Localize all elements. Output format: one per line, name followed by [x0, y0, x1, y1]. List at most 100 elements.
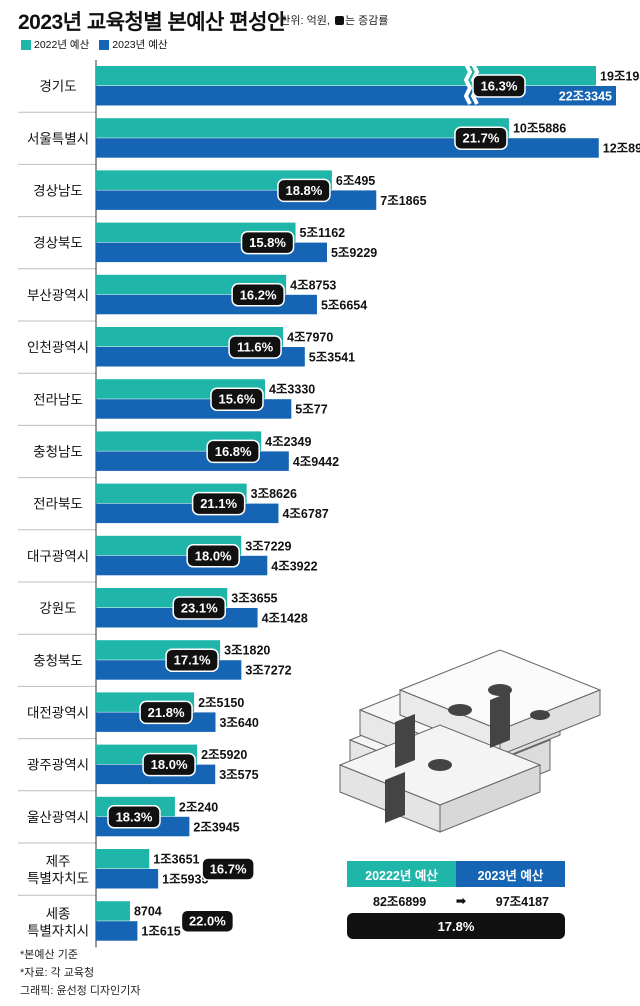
category-label: 강원도	[39, 601, 76, 616]
growth-rate-label: 16.7%	[210, 862, 247, 877]
value-label-2022: 2조240	[179, 800, 218, 814]
value-label-2023: 22조3345	[559, 90, 612, 104]
bar-2023	[96, 869, 159, 889]
value-label-2022: 3조1820	[224, 644, 270, 658]
value-label-2022: 6조495	[336, 174, 375, 188]
value-label-2023: 1조615	[141, 925, 180, 939]
growth-rate-label: 21.1%	[200, 496, 237, 511]
bar-2023	[96, 190, 377, 210]
growth-badge	[180, 909, 235, 933]
growth-badge	[186, 544, 240, 568]
legend-label-2022: 2022년 예산	[34, 39, 90, 51]
growth-rate-label: 22.0%	[189, 914, 226, 929]
growth-badge	[206, 439, 260, 464]
value-label-2023: 1조5935	[162, 873, 208, 887]
summary-values: 82조6899 ➡ 97조4187	[347, 887, 565, 913]
value-label-2022: 3조7229	[245, 539, 291, 553]
summary-rate: 17.8%	[347, 913, 565, 939]
footnote-source: *자료: 각 교육청	[20, 967, 95, 979]
legend-swatch-2022	[21, 39, 31, 50]
growth-badge	[228, 335, 282, 359]
growth-badge	[107, 805, 161, 829]
category-label: 경상남도	[33, 184, 83, 199]
category-label: 세종 특별자치시	[27, 906, 89, 938]
summary-label-2023: 2023년 예산	[456, 861, 565, 887]
legend-swatch-2023	[99, 39, 110, 50]
category-label: 경상북도	[33, 236, 83, 251]
category-label: 울산광역시	[27, 810, 89, 825]
summary-value-2023: 97조4187	[495, 894, 549, 909]
growth-badge	[472, 74, 526, 98]
value-label-2023: 7조1865	[380, 194, 426, 208]
growth-rate-label: 18.0%	[195, 548, 232, 563]
value-label-2022: 2조5920	[201, 748, 247, 762]
value-label-2023: 12조8915	[603, 142, 640, 156]
value-label-2023: 3조640	[219, 716, 258, 730]
arrow-icon: ➡	[455, 893, 467, 908]
unit-suffix: 는 증감률	[345, 15, 389, 27]
growth-badge	[201, 857, 255, 881]
category-label: 충청북도	[33, 653, 83, 668]
legend-label-2023: 2023년 예산	[112, 39, 168, 51]
value-label-2023: 4조3922	[271, 559, 317, 573]
growth-badge	[454, 126, 508, 150]
value-label-2022: 5조1162	[300, 226, 346, 240]
growth-rate-label: 15.8%	[249, 235, 286, 250]
growth-rate-label: 21.7%	[463, 131, 500, 146]
value-label-2022: 3조8626	[251, 487, 297, 501]
chart-title: 2023년 교육청별 본예산 편성안	[18, 11, 286, 34]
growth-badge	[139, 700, 193, 725]
value-label-2022: 19조1959	[600, 70, 640, 84]
growth-badge	[165, 648, 219, 672]
growth-badge	[240, 230, 295, 255]
value-label-2023: 5조77	[295, 403, 327, 417]
growth-rate-label: 11.6%	[237, 340, 274, 355]
value-label-2022: 10조5886	[513, 122, 566, 136]
value-label-2023: 4조9442	[293, 455, 339, 469]
legend: 2022년 예산 2023년 예산	[18, 36, 171, 53]
bar-2022	[96, 118, 509, 138]
category-label: 경기도	[39, 79, 76, 94]
value-label-2023: 5조9229	[331, 246, 377, 260]
bar-2023	[96, 86, 616, 106]
value-label-2022: 3조3655	[231, 592, 277, 606]
growth-rate-label: 18.3%	[116, 809, 153, 824]
unit-note: *단위: 억원, 는 증감률	[276, 12, 389, 28]
value-label-2023: 5조6654	[321, 298, 367, 312]
category-label: 대구광역시	[27, 549, 89, 564]
bar-2023	[96, 555, 268, 576]
value-label-2023: 2조3945	[193, 820, 239, 834]
growth-rate-label: 18.0%	[151, 757, 188, 772]
value-label-2023: 3조575	[219, 768, 258, 782]
summary-header: 20222년 예산 2023년 예산	[347, 861, 565, 887]
value-label-2023: 5조3541	[309, 351, 355, 365]
footnotes: *본예산 기준 *자료: 각 교육청 그래픽: 윤선정 디자인기자	[20, 946, 141, 1000]
growth-badge	[277, 178, 331, 203]
growth-rate-label: 17.1%	[174, 653, 211, 668]
category-label: 인천광역시	[27, 340, 89, 355]
growth-badge	[210, 387, 264, 411]
growth-rate-label: 16.3%	[481, 79, 518, 94]
category-label: 제주 특별자치도	[27, 854, 89, 886]
bar-2023	[96, 503, 279, 524]
footnote-credit: 그래픽: 윤선정 디자인기자	[20, 985, 141, 997]
legend-item-2022: 2022년 예산	[18, 36, 92, 53]
bar-2022	[96, 849, 150, 869]
summary-value-2022: 82조6899	[373, 894, 427, 909]
money-illustration	[338, 649, 602, 833]
value-label-2022: 4조3330	[269, 383, 315, 397]
category-label: 전라남도	[33, 392, 83, 407]
growth-rate-label: 23.1%	[181, 601, 218, 616]
category-label: 부산광역시	[27, 288, 89, 303]
unit-prefix: *단위: 억원,	[276, 15, 330, 27]
bar-2022	[96, 170, 332, 190]
legend-item-2023: 2023년 예산	[96, 36, 170, 53]
category-label: 대전광역시	[27, 706, 89, 721]
growth-rate-label: 15.6%	[219, 392, 256, 407]
growth-badge	[172, 596, 227, 620]
category-label: 전라북도	[33, 497, 83, 512]
value-label-2022: 4조7970	[287, 331, 333, 345]
value-label-2022: 1조3651	[153, 853, 199, 867]
growth-badge	[142, 752, 196, 777]
